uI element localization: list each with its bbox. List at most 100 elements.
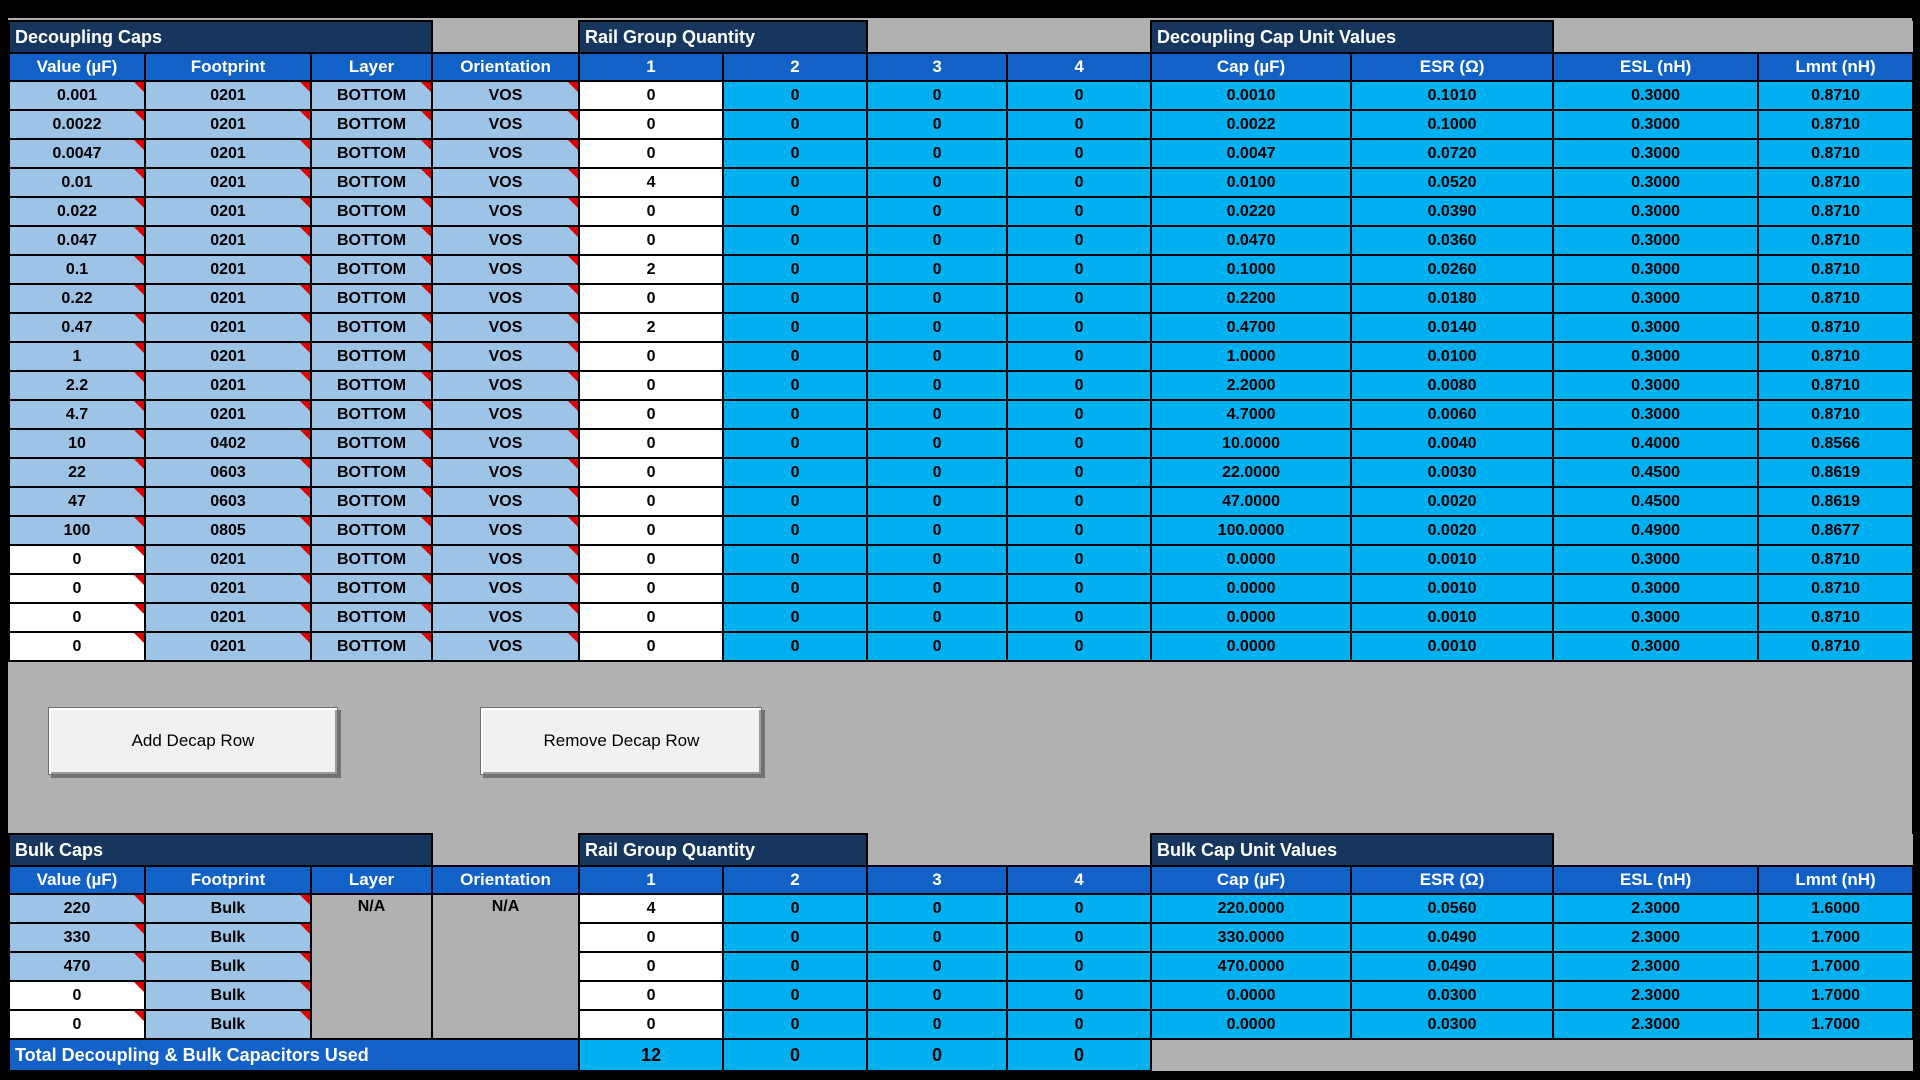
bulk-value-cell[interactable]: 220 [8, 893, 146, 924]
decap-footprint-cell[interactable]: 0201 [144, 631, 312, 662]
decap-value-cell[interactable]: 100 [8, 515, 146, 546]
decap-footprint-cell[interactable]: 0201 [144, 138, 312, 169]
decap-qty-rail1-cell[interactable]: 0 [578, 457, 725, 488]
decap-value-cell[interactable]: 0.022 [8, 196, 146, 227]
decap-qty-rail1-cell[interactable]: 0 [578, 486, 725, 517]
bulk-qty-rail1-cell[interactable]: 4 [578, 893, 725, 924]
decap-value-cell[interactable]: 4.7 [8, 399, 146, 430]
bulk-footprint-cell[interactable]: Bulk [144, 922, 312, 953]
decap-qty-rail1-cell[interactable]: 0 [578, 196, 725, 227]
decap-value-cell[interactable]: 10 [8, 428, 146, 459]
decap-footprint-cell[interactable]: 0402 [144, 428, 312, 459]
decap-qty-rail1-cell[interactable]: 0 [578, 341, 725, 372]
decap-orientation-cell[interactable]: VOS [431, 602, 581, 633]
decap-layer-cell[interactable]: BOTTOM [309, 515, 434, 546]
decap-footprint-cell[interactable]: 0201 [144, 254, 312, 285]
decap-value-cell[interactable]: 0 [8, 602, 146, 633]
decap-orientation-cell[interactable]: VOS [431, 631, 581, 662]
decap-layer-cell[interactable]: BOTTOM [309, 631, 434, 662]
decap-footprint-cell[interactable]: 0201 [144, 341, 312, 372]
decap-orientation-cell[interactable]: VOS [431, 167, 581, 198]
decap-footprint-cell[interactable]: 0201 [144, 544, 312, 575]
decap-layer-cell[interactable]: BOTTOM [309, 544, 434, 575]
add-decap-row-button[interactable]: Add Decap Row [48, 707, 338, 775]
decap-layer-cell[interactable]: BOTTOM [309, 109, 434, 140]
decap-layer-cell[interactable]: BOTTOM [309, 602, 434, 633]
bulk-value-cell[interactable]: 330 [8, 922, 146, 953]
decap-layer-cell[interactable]: BOTTOM [309, 457, 434, 488]
decap-value-cell[interactable]: 0.47 [8, 312, 146, 343]
decap-qty-rail1-cell[interactable]: 0 [578, 631, 725, 662]
decap-value-cell[interactable]: 0.1 [8, 254, 146, 285]
decap-orientation-cell[interactable]: VOS [431, 196, 581, 227]
decap-orientation-cell[interactable]: VOS [431, 457, 581, 488]
decap-orientation-cell[interactable]: VOS [431, 515, 581, 546]
decap-qty-rail1-cell[interactable]: 2 [578, 254, 725, 285]
decap-qty-rail1-cell[interactable]: 0 [578, 428, 725, 459]
decap-qty-rail1-cell[interactable]: 0 [578, 602, 725, 633]
decap-layer-cell[interactable]: BOTTOM [309, 167, 434, 198]
decap-footprint-cell[interactable]: 0201 [144, 312, 312, 343]
bulk-qty-rail1-cell[interactable]: 0 [578, 980, 725, 1011]
decap-layer-cell[interactable]: BOTTOM [309, 254, 434, 285]
decap-orientation-cell[interactable]: VOS [431, 341, 581, 372]
decap-layer-cell[interactable]: BOTTOM [309, 370, 434, 401]
decap-orientation-cell[interactable]: VOS [431, 80, 581, 111]
decap-value-cell[interactable]: 0.01 [8, 167, 146, 198]
decap-qty-rail1-cell[interactable]: 0 [578, 109, 725, 140]
decap-value-cell[interactable]: 0 [8, 631, 146, 662]
decap-qty-rail1-cell[interactable]: 0 [578, 399, 725, 430]
decap-footprint-cell[interactable]: 0805 [144, 515, 312, 546]
decap-layer-cell[interactable]: BOTTOM [309, 283, 434, 314]
decap-orientation-cell[interactable]: VOS [431, 225, 581, 256]
bulk-value-cell[interactable]: 470 [8, 951, 146, 982]
decap-value-cell[interactable]: 22 [8, 457, 146, 488]
decap-value-cell[interactable]: 2.2 [8, 370, 146, 401]
decap-value-cell[interactable]: 0 [8, 544, 146, 575]
decap-layer-cell[interactable]: BOTTOM [309, 486, 434, 517]
decap-qty-rail1-cell[interactable]: 0 [578, 283, 725, 314]
decap-footprint-cell[interactable]: 0201 [144, 573, 312, 604]
decap-footprint-cell[interactable]: 0201 [144, 225, 312, 256]
decap-qty-rail1-cell[interactable]: 0 [578, 544, 725, 575]
decap-footprint-cell[interactable]: 0201 [144, 80, 312, 111]
decap-footprint-cell[interactable]: 0201 [144, 196, 312, 227]
decap-qty-rail1-cell[interactable]: 0 [578, 370, 725, 401]
decap-orientation-cell[interactable]: VOS [431, 428, 581, 459]
decap-qty-rail1-cell[interactable]: 0 [578, 515, 725, 546]
decap-orientation-cell[interactable]: VOS [431, 254, 581, 285]
bulk-qty-rail1-cell[interactable]: 0 [578, 922, 725, 953]
decap-footprint-cell[interactable]: 0201 [144, 399, 312, 430]
bulk-qty-rail1-cell[interactable]: 0 [578, 1009, 725, 1040]
decap-orientation-cell[interactable]: VOS [431, 138, 581, 169]
decap-value-cell[interactable]: 0.047 [8, 225, 146, 256]
decap-layer-cell[interactable]: BOTTOM [309, 573, 434, 604]
decap-orientation-cell[interactable]: VOS [431, 109, 581, 140]
decap-layer-cell[interactable]: BOTTOM [309, 80, 434, 111]
bulk-footprint-cell[interactable]: Bulk [144, 1009, 312, 1040]
decap-orientation-cell[interactable]: VOS [431, 312, 581, 343]
decap-qty-rail1-cell[interactable]: 0 [578, 138, 725, 169]
decap-orientation-cell[interactable]: VOS [431, 370, 581, 401]
decap-layer-cell[interactable]: BOTTOM [309, 341, 434, 372]
decap-footprint-cell[interactable]: 0201 [144, 370, 312, 401]
decap-orientation-cell[interactable]: VOS [431, 544, 581, 575]
decap-orientation-cell[interactable]: VOS [431, 283, 581, 314]
decap-layer-cell[interactable]: BOTTOM [309, 196, 434, 227]
decap-value-cell[interactable]: 0 [8, 573, 146, 604]
decap-value-cell[interactable]: 0.22 [8, 283, 146, 314]
decap-qty-rail1-cell[interactable]: 0 [578, 80, 725, 111]
decap-footprint-cell[interactable]: 0603 [144, 486, 312, 517]
decap-value-cell[interactable]: 0.001 [8, 80, 146, 111]
decap-value-cell[interactable]: 0.0022 [8, 109, 146, 140]
decap-layer-cell[interactable]: BOTTOM [309, 428, 434, 459]
decap-footprint-cell[interactable]: 0201 [144, 167, 312, 198]
decap-qty-rail1-cell[interactable]: 0 [578, 225, 725, 256]
decap-footprint-cell[interactable]: 0201 [144, 602, 312, 633]
decap-layer-cell[interactable]: BOTTOM [309, 399, 434, 430]
decap-orientation-cell[interactable]: VOS [431, 573, 581, 604]
decap-value-cell[interactable]: 47 [8, 486, 146, 517]
decap-qty-rail1-cell[interactable]: 2 [578, 312, 725, 343]
decap-footprint-cell[interactable]: 0201 [144, 283, 312, 314]
remove-decap-row-button[interactable]: Remove Decap Row [480, 707, 763, 775]
